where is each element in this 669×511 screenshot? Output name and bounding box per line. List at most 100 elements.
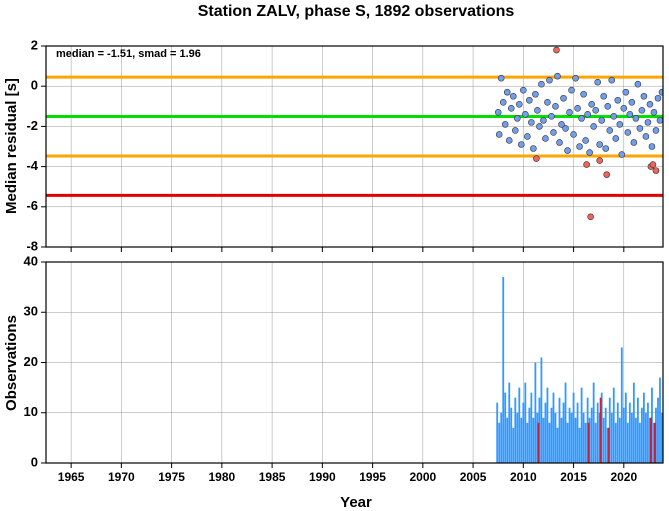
point	[640, 92, 648, 100]
bar	[599, 397, 602, 463]
bar	[624, 392, 627, 463]
point	[550, 129, 557, 136]
bar	[598, 412, 601, 463]
point	[652, 127, 660, 134]
bar	[592, 382, 595, 463]
bar	[616, 402, 619, 463]
bar	[574, 417, 577, 463]
bar	[620, 347, 623, 463]
bar	[560, 417, 563, 463]
point	[608, 76, 616, 84]
x-tick-label: 2015	[560, 470, 587, 484]
bar	[587, 422, 590, 463]
bar	[496, 402, 499, 463]
y-tick-label: 40	[24, 253, 38, 268]
bar	[568, 407, 571, 463]
point	[580, 90, 587, 98]
bar	[651, 387, 653, 463]
bar	[643, 392, 645, 463]
bar	[649, 417, 652, 463]
bar	[564, 382, 567, 463]
point	[574, 105, 581, 112]
bar	[628, 402, 631, 463]
point	[646, 100, 654, 108]
point	[494, 109, 502, 116]
point	[596, 141, 603, 148]
bar	[610, 412, 613, 463]
bar	[532, 417, 535, 463]
annotation: median = -1.51, smad = 1.96	[56, 48, 201, 60]
point	[616, 121, 624, 128]
point	[590, 123, 597, 130]
point	[522, 111, 529, 118]
bar	[588, 417, 591, 463]
bar	[659, 377, 661, 463]
point	[507, 105, 515, 112]
point	[650, 109, 658, 116]
point	[578, 115, 585, 122]
bar	[584, 422, 587, 463]
bar	[548, 422, 551, 463]
point	[553, 46, 560, 54]
point	[654, 94, 662, 102]
point	[560, 94, 567, 102]
bar	[528, 407, 531, 463]
bar	[526, 422, 529, 463]
bar	[649, 417, 651, 463]
point	[501, 121, 509, 128]
point	[503, 88, 511, 96]
bar	[537, 422, 540, 463]
bar	[578, 427, 581, 463]
bar	[566, 422, 569, 463]
point	[524, 133, 531, 140]
point	[638, 107, 646, 114]
point	[644, 119, 652, 126]
point	[582, 137, 589, 144]
point	[572, 74, 579, 82]
point	[556, 139, 563, 146]
point	[652, 167, 660, 174]
bar	[500, 412, 503, 463]
point	[610, 113, 618, 120]
point	[518, 141, 525, 148]
bar	[636, 397, 639, 463]
bar	[506, 417, 509, 463]
bar	[524, 382, 527, 463]
y-tick-label: -8	[26, 238, 38, 253]
point	[592, 107, 599, 114]
bar	[614, 422, 617, 463]
x-tick-label: 1995	[359, 470, 386, 484]
bar	[552, 392, 555, 463]
point	[632, 115, 640, 122]
point	[558, 121, 565, 128]
bar	[534, 362, 537, 463]
bar	[608, 397, 611, 463]
bar	[661, 412, 663, 463]
point	[528, 119, 535, 126]
bar	[510, 407, 513, 463]
x-tick-label: 2010	[510, 470, 537, 484]
bar	[540, 357, 543, 463]
point	[513, 115, 521, 122]
bar	[630, 412, 633, 463]
plot-frame	[45, 45, 664, 248]
point	[566, 109, 573, 116]
point	[564, 147, 571, 154]
bar	[604, 407, 607, 463]
bar	[632, 382, 635, 463]
point	[612, 135, 620, 142]
bar	[518, 387, 521, 463]
bar	[536, 412, 539, 463]
bar	[618, 417, 621, 463]
point	[596, 157, 603, 164]
marks	[496, 277, 663, 463]
bar	[504, 392, 507, 463]
y-tick-label: 0	[31, 454, 38, 469]
point	[656, 117, 663, 124]
bar	[653, 422, 655, 463]
bar	[645, 412, 647, 463]
point	[598, 117, 606, 124]
bar	[520, 417, 523, 463]
y-tick-label: 30	[24, 304, 38, 319]
